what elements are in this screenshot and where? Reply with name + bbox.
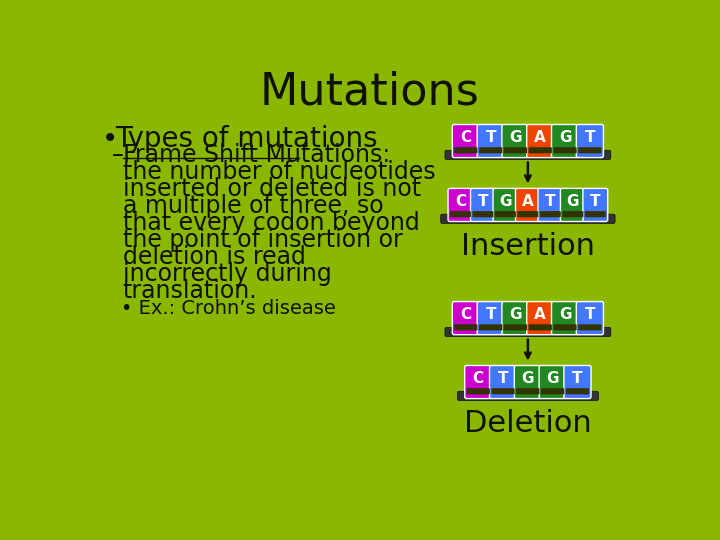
FancyBboxPatch shape: [504, 325, 527, 330]
Text: inserted or deleted is not: inserted or deleted is not: [122, 177, 420, 201]
Text: G: G: [546, 370, 559, 386]
FancyBboxPatch shape: [560, 188, 585, 221]
FancyBboxPatch shape: [528, 325, 552, 330]
FancyBboxPatch shape: [493, 188, 518, 221]
FancyBboxPatch shape: [452, 125, 480, 158]
FancyBboxPatch shape: [502, 125, 529, 158]
FancyBboxPatch shape: [479, 325, 503, 330]
Text: G: G: [509, 307, 522, 322]
Text: G: G: [509, 130, 522, 145]
FancyBboxPatch shape: [454, 147, 477, 153]
Text: C: C: [460, 307, 472, 322]
Text: T: T: [485, 307, 496, 322]
Text: A: A: [534, 307, 546, 322]
FancyBboxPatch shape: [527, 125, 554, 158]
Text: –: –: [112, 143, 123, 167]
FancyBboxPatch shape: [514, 366, 541, 399]
FancyBboxPatch shape: [528, 147, 552, 153]
Text: Frame Shift Mutations:: Frame Shift Mutations:: [122, 143, 390, 167]
Text: Deletion: Deletion: [464, 409, 592, 438]
FancyBboxPatch shape: [457, 392, 598, 401]
Text: deletion is read: deletion is read: [122, 245, 305, 269]
Text: C: C: [473, 370, 484, 386]
FancyBboxPatch shape: [477, 301, 504, 335]
FancyBboxPatch shape: [539, 366, 566, 399]
Text: C: C: [455, 194, 466, 208]
FancyBboxPatch shape: [490, 366, 517, 399]
FancyBboxPatch shape: [477, 125, 504, 158]
Text: C: C: [460, 130, 472, 145]
FancyBboxPatch shape: [445, 327, 611, 336]
Text: T: T: [585, 307, 595, 322]
Text: T: T: [590, 194, 600, 208]
FancyBboxPatch shape: [566, 388, 589, 394]
Text: the point of insertion or: the point of insertion or: [122, 228, 402, 252]
Text: •: •: [102, 125, 118, 153]
FancyBboxPatch shape: [554, 147, 577, 153]
FancyBboxPatch shape: [576, 301, 603, 335]
FancyBboxPatch shape: [448, 188, 473, 221]
FancyBboxPatch shape: [576, 125, 603, 158]
Text: G: G: [559, 130, 572, 145]
FancyBboxPatch shape: [441, 214, 615, 224]
FancyBboxPatch shape: [472, 211, 493, 217]
FancyBboxPatch shape: [454, 325, 477, 330]
Text: • Ex.: Crohn’s disease: • Ex.: Crohn’s disease: [121, 299, 336, 318]
FancyBboxPatch shape: [578, 325, 601, 330]
FancyBboxPatch shape: [527, 301, 554, 335]
FancyBboxPatch shape: [538, 188, 563, 221]
FancyBboxPatch shape: [516, 188, 540, 221]
FancyBboxPatch shape: [516, 388, 539, 394]
Text: G: G: [567, 194, 579, 208]
Text: T: T: [498, 370, 508, 386]
FancyBboxPatch shape: [495, 211, 516, 217]
FancyBboxPatch shape: [540, 211, 561, 217]
FancyBboxPatch shape: [518, 211, 539, 217]
Text: A: A: [522, 194, 534, 208]
FancyBboxPatch shape: [492, 388, 515, 394]
Text: Mutations: Mutations: [259, 70, 479, 113]
FancyBboxPatch shape: [552, 301, 579, 335]
Text: T: T: [477, 194, 488, 208]
FancyBboxPatch shape: [471, 188, 495, 221]
Text: G: G: [499, 194, 512, 208]
Text: that every codon beyond: that every codon beyond: [122, 211, 419, 235]
Text: incorrectly during: incorrectly during: [122, 262, 331, 286]
FancyBboxPatch shape: [464, 366, 492, 399]
Text: the number of nucleotides: the number of nucleotides: [122, 160, 435, 184]
Text: A: A: [534, 130, 546, 145]
FancyBboxPatch shape: [504, 147, 527, 153]
FancyBboxPatch shape: [467, 388, 490, 394]
FancyBboxPatch shape: [445, 150, 611, 159]
Text: a multiple of three, so: a multiple of three, so: [122, 194, 383, 218]
FancyBboxPatch shape: [552, 125, 579, 158]
Text: T: T: [585, 130, 595, 145]
FancyBboxPatch shape: [452, 301, 480, 335]
Text: G: G: [559, 307, 572, 322]
Text: T: T: [572, 370, 582, 386]
Text: Types of mutations: Types of mutations: [114, 125, 377, 153]
Text: T: T: [485, 130, 496, 145]
FancyBboxPatch shape: [562, 211, 583, 217]
FancyBboxPatch shape: [479, 147, 503, 153]
FancyBboxPatch shape: [554, 325, 577, 330]
FancyBboxPatch shape: [578, 147, 601, 153]
Text: G: G: [521, 370, 534, 386]
FancyBboxPatch shape: [564, 366, 591, 399]
FancyBboxPatch shape: [585, 211, 606, 217]
FancyBboxPatch shape: [502, 301, 529, 335]
Text: Insertion: Insertion: [461, 232, 595, 261]
Text: translation.: translation.: [122, 279, 257, 303]
FancyBboxPatch shape: [583, 188, 608, 221]
Text: T: T: [545, 194, 556, 208]
FancyBboxPatch shape: [541, 388, 564, 394]
FancyBboxPatch shape: [450, 211, 471, 217]
